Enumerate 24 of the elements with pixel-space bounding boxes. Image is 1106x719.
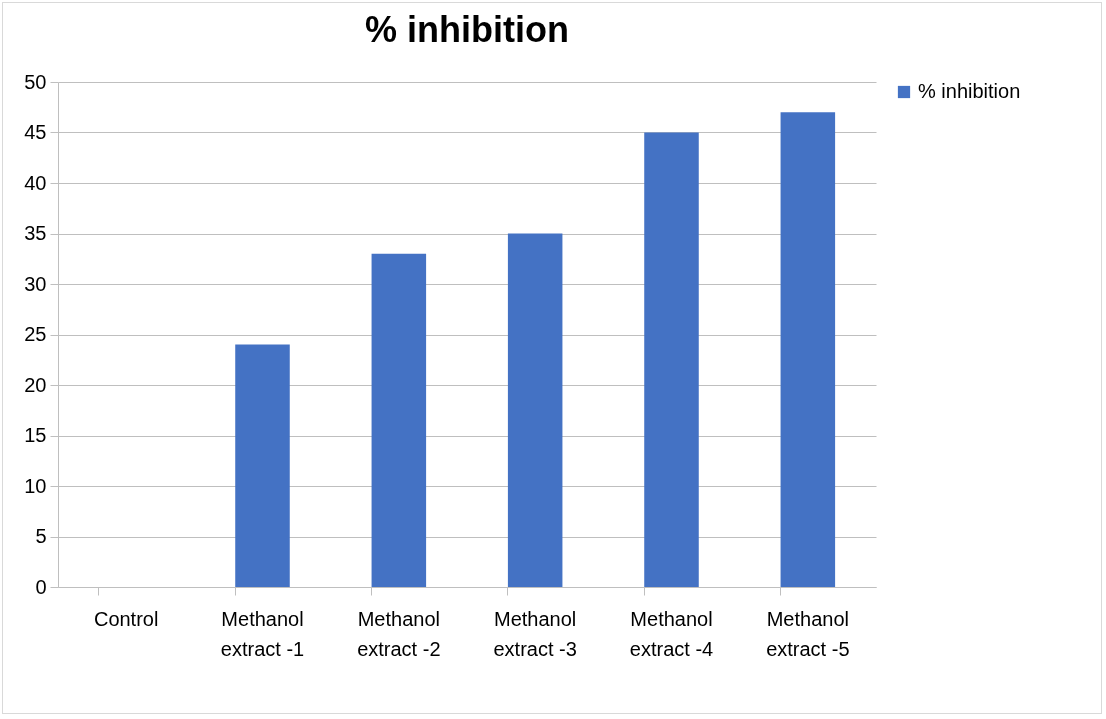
- bar: [507, 233, 563, 587]
- y-tick-label: 10: [24, 474, 47, 497]
- y-tick-label: 20: [24, 373, 47, 396]
- y-tick-label: 5: [35, 525, 47, 547]
- y-tick-label: 45: [24, 121, 47, 143]
- chart-title: % inhibition: [365, 9, 569, 50]
- y-tick-label: 50: [24, 70, 47, 93]
- y-tick-label: 30: [24, 272, 47, 295]
- x-tick-label: Methanol extract -3: [493, 607, 577, 660]
- legend-label: % inhibition: [918, 80, 1021, 102]
- y-tick-label: 25: [24, 323, 47, 345]
- x-tick-label: Control: [93, 607, 159, 630]
- x-tick-label: Methanol extract -1: [220, 607, 305, 660]
- bar: [644, 132, 699, 587]
- bar: [371, 253, 427, 587]
- x-tick-label: Methanol extract -2: [357, 607, 441, 660]
- y-tick-label: 0: [35, 575, 47, 598]
- y-tick-label: 40: [24, 171, 47, 194]
- x-tick-label: Methanol extract -5: [766, 607, 850, 660]
- x-tick-label: Methanol extract -4: [629, 607, 714, 660]
- y-tick-label: 35: [24, 222, 47, 244]
- bar: [780, 112, 836, 587]
- bar: [235, 344, 290, 587]
- y-tick-label: 15: [24, 424, 47, 446]
